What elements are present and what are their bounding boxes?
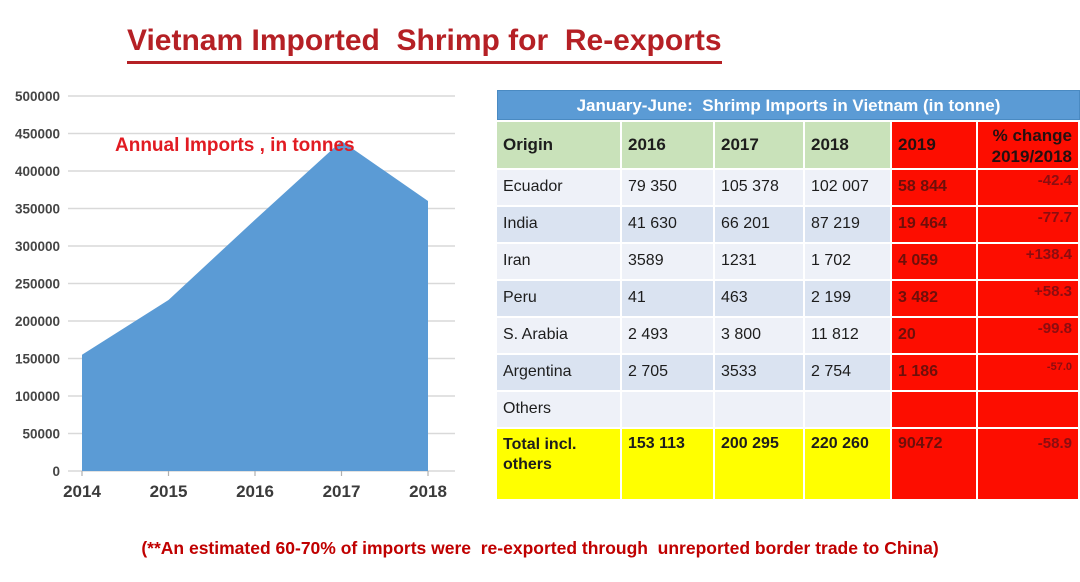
cell-2019: 4 059	[892, 243, 978, 281]
header-2017: 2017	[715, 122, 805, 170]
cell-2017: 3 800	[715, 317, 805, 355]
cell-2016: 41	[622, 280, 715, 318]
cell-origin: Argentina	[497, 354, 622, 392]
svg-text:2014: 2014	[63, 482, 101, 501]
table-row-others: Others	[497, 391, 1080, 429]
cell-2019: 3 482	[892, 280, 978, 318]
cell-2018: 1 702	[805, 243, 892, 281]
cell-total-2018: 220 260	[805, 428, 892, 501]
cell-2017: 105 378	[715, 169, 805, 207]
header-2018: 2018	[805, 122, 892, 170]
cell-2019: 1 186	[892, 354, 978, 392]
svg-text:0: 0	[52, 464, 60, 479]
cell-2018	[805, 391, 892, 429]
cell-total-label: Total incl. others	[497, 428, 622, 501]
cell-total-pct-change: -58.9	[978, 428, 1080, 501]
cell-total-2016: 153 113	[622, 428, 715, 501]
cell-2016: 3589	[622, 243, 715, 281]
header-2016: 2016	[622, 122, 715, 170]
cell-2019: 20	[892, 317, 978, 355]
cell-total-2019: 90472	[892, 428, 978, 501]
svg-text:350000: 350000	[15, 202, 60, 217]
cell-2017	[715, 391, 805, 429]
header-origin: Origin	[497, 122, 622, 170]
svg-text:200000: 200000	[15, 314, 60, 329]
table-header-row: Origin 2016 2017 2018 2019 % change 2019…	[497, 122, 1080, 170]
cell-2016	[622, 391, 715, 429]
table-row-total: Total incl. others 153 113 200 295 220 2…	[497, 428, 1080, 501]
table-row-ecuador: Ecuador 79 350 105 378 102 007 58 844 -4…	[497, 169, 1080, 207]
svg-text:2016: 2016	[236, 482, 274, 501]
cell-2019: 58 844	[892, 169, 978, 207]
cell-2016: 2 705	[622, 354, 715, 392]
cell-pct-change: -57.0	[978, 354, 1080, 392]
header-pct-change-line1: % change	[992, 126, 1072, 145]
table-row-peru: Peru 41 463 2 199 3 482 +58.3	[497, 280, 1080, 318]
cell-origin: S. Arabia	[497, 317, 622, 355]
cell-2018: 87 219	[805, 206, 892, 244]
svg-text:2015: 2015	[150, 482, 188, 501]
cell-2016: 2 493	[622, 317, 715, 355]
shrimp-imports-table: January-June: Shrimp Imports in Vietnam …	[497, 90, 1080, 501]
cell-pct-change: -99.8	[978, 317, 1080, 355]
table-row-argentina: Argentina 2 705 3533 2 754 1 186 -57.0	[497, 354, 1080, 392]
svg-text:100000: 100000	[15, 389, 60, 404]
svg-text:450000: 450000	[15, 127, 60, 142]
cell-2019: 19 464	[892, 206, 978, 244]
annual-imports-chart: 0 50000 100000 150000 200000 250000 300000 3500…	[5, 85, 490, 525]
table-row-sarabia: S. Arabia 2 493 3 800 11 812 20 -99.8	[497, 317, 1080, 355]
header-pct-change: % change 2019/2018	[978, 122, 1080, 170]
cell-origin: Iran	[497, 243, 622, 281]
header-2019: 2019	[892, 122, 978, 170]
cell-2017: 1231	[715, 243, 805, 281]
cell-2018: 102 007	[805, 169, 892, 207]
cell-2017: 66 201	[715, 206, 805, 244]
cell-2016: 79 350	[622, 169, 715, 207]
table-row-iran: Iran 3589 1231 1 702 4 059 +138.4	[497, 243, 1080, 281]
cell-origin: Peru	[497, 280, 622, 318]
cell-pct-change	[978, 391, 1080, 429]
svg-text:50000: 50000	[22, 427, 60, 442]
cell-2017: 3533	[715, 354, 805, 392]
page-title: Vietnam Imported Shrimp for Re-exports	[127, 24, 722, 64]
cell-2018: 2 754	[805, 354, 892, 392]
cell-2016: 41 630	[622, 206, 715, 244]
cell-pct-change: -77.7	[978, 206, 1080, 244]
area-chart-canvas: 0 50000 100000 150000 200000 250000 300000 3500…	[15, 89, 455, 501]
svg-text:500000: 500000	[15, 89, 60, 104]
svg-text:300000: 300000	[15, 239, 60, 254]
chart-series-label: Annual Imports , in tonnes	[115, 135, 355, 156]
cell-origin: Ecuador	[497, 169, 622, 207]
footnote: (**An estimated 60-70% of imports were r…	[141, 538, 939, 558]
cell-pct-change: -42.4	[978, 169, 1080, 207]
cell-total-2017: 200 295	[715, 428, 805, 501]
cell-2018: 11 812	[805, 317, 892, 355]
header-pct-change-line2: 2019/2018	[991, 147, 1072, 167]
cell-2017: 463	[715, 280, 805, 318]
svg-text:150000: 150000	[15, 352, 60, 367]
cell-origin: India	[497, 206, 622, 244]
svg-text:2018: 2018	[409, 482, 447, 501]
cell-2018: 2 199	[805, 280, 892, 318]
svg-text:2017: 2017	[323, 482, 361, 501]
cell-pct-change: +58.3	[978, 280, 1080, 318]
svg-text:250000: 250000	[15, 277, 60, 292]
svg-text:400000: 400000	[15, 164, 60, 179]
cell-2019	[892, 391, 978, 429]
table-row-india: India 41 630 66 201 87 219 19 464 -77.7	[497, 206, 1080, 244]
cell-origin: Others	[497, 391, 622, 429]
table-title: January-June: Shrimp Imports in Vietnam …	[497, 90, 1080, 120]
cell-pct-change: +138.4	[978, 243, 1080, 281]
